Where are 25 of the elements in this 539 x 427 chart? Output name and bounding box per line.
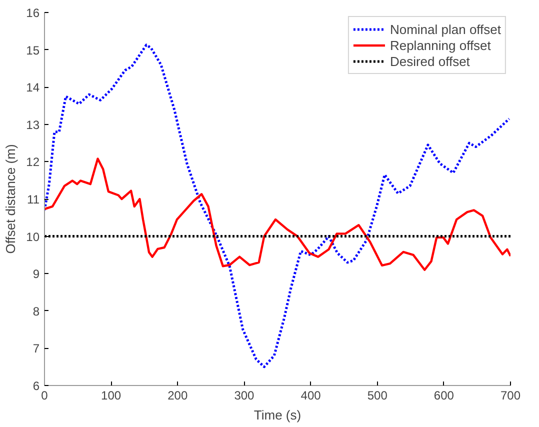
y-axis-title: Offset distance (m) <box>3 144 18 254</box>
x-tick-label: 500 <box>367 388 388 402</box>
x-axis-title: Time (s) <box>254 408 302 422</box>
x-tick-label: 600 <box>434 388 454 402</box>
x-tick-label: 300 <box>234 388 255 402</box>
y-tick-label: 10 <box>26 230 40 244</box>
y-tick-label: 12 <box>26 155 40 170</box>
y-tick-label: 14 <box>26 80 40 95</box>
y-tick-label: 11 <box>27 192 40 206</box>
legend-label: Desired offset <box>390 53 470 69</box>
y-tick-label: 16 <box>26 6 40 20</box>
y-tick-label: 6 <box>32 379 40 393</box>
y-tick-label: 9 <box>32 267 40 282</box>
y-tick-label: 8 <box>32 304 40 318</box>
x-tick-label: 0 <box>41 388 48 402</box>
legend-label: Replanning offset <box>390 37 491 53</box>
x-tick-label: 100 <box>101 388 122 402</box>
y-tick-label: 7 <box>32 342 40 356</box>
y-tick-label: 13 <box>26 118 40 132</box>
x-tick-label: 200 <box>168 388 188 402</box>
line-series <box>44 158 510 271</box>
y-tick-label: 15 <box>26 43 40 58</box>
legend-label: Nominal plan offset <box>390 21 501 37</box>
x-tick-label: 700 <box>500 388 521 402</box>
x-tick-label: 400 <box>300 388 322 402</box>
